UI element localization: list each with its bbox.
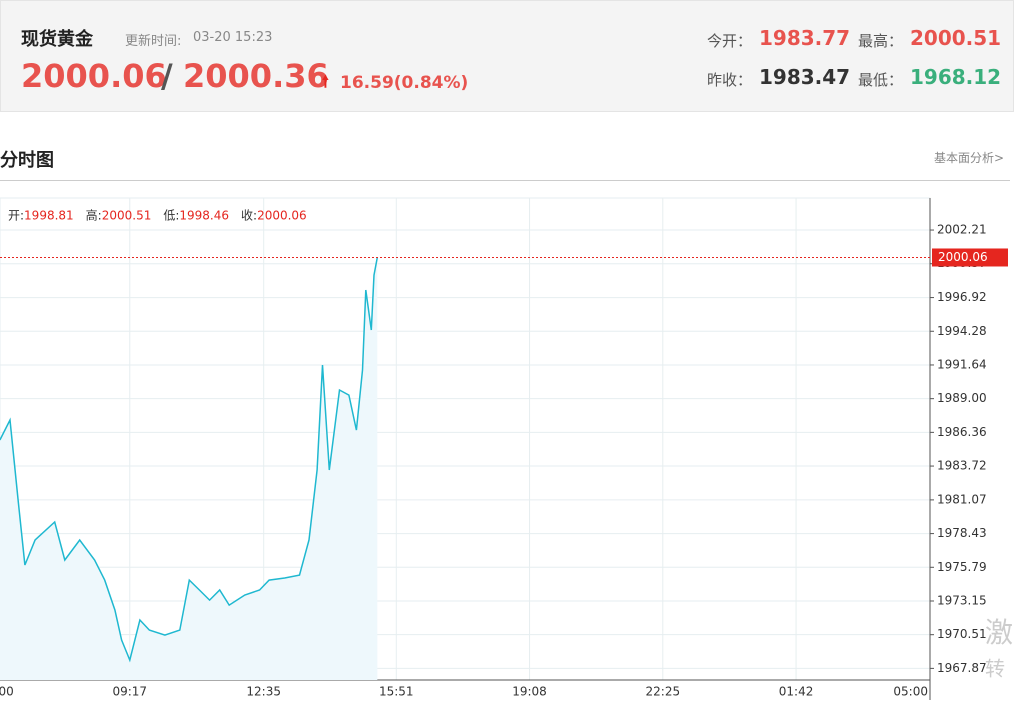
stat-value: 1968.12 — [910, 65, 1002, 89]
x-tick-label: 22:25 — [646, 685, 681, 699]
stat-label: 最高： — [858, 32, 904, 50]
x-tick-label: 15:51 — [379, 685, 414, 699]
info-value: 2000.51 — [102, 209, 152, 223]
price-tag — [932, 248, 1008, 267]
info-label: 高: — [86, 208, 102, 223]
quote-header: 现货黄金 更新时间: 03-20 15:23 2000.06 / 2000.36… — [0, 0, 1014, 112]
y-tick-label: 2002.21 — [937, 223, 987, 237]
section-link[interactable]: 基本面分析> — [934, 151, 1005, 165]
y-tick-label: 1970.51 — [937, 627, 987, 641]
y-tick-label: 1975.79 — [937, 560, 987, 574]
plot-border — [0, 197, 931, 681]
x-tick-label: 12:35 — [246, 685, 281, 699]
title: 现货黄金 — [21, 29, 93, 50]
y-tick-label: 1991.64 — [937, 357, 987, 371]
x-tick-label: 06:00 — [0, 685, 14, 699]
info-value: 2000.06 — [257, 209, 307, 223]
stat-label: 最低： — [858, 71, 904, 89]
y-tick-label: 1973.15 — [937, 593, 987, 607]
info-label: 低: — [163, 209, 179, 223]
area — [0, 257, 378, 680]
info-value: 1998.46 — [179, 209, 229, 223]
bid: 2000.06 — [21, 57, 167, 95]
stat-label: 昨收： — [707, 71, 753, 89]
info-value: 1998.81 — [24, 209, 74, 223]
change: 16.59(0.84%) — [340, 73, 469, 93]
stat-value: 1983.77 — [759, 26, 851, 50]
x-tick-label: 05:00 — [893, 685, 928, 699]
watermark: 转 — [985, 657, 1005, 681]
y-tick-label: 1989.00 — [937, 391, 987, 405]
divider — [0, 180, 1010, 181]
stat-value: 2000.51 — [910, 26, 1002, 50]
y-tick-label: 1986.36 — [937, 425, 987, 439]
separator: / — [161, 57, 173, 95]
y-tick-label: 1967.87 — [937, 661, 987, 675]
y-tick-label: 1994.28 — [937, 324, 987, 338]
stat-value: 1983.47 — [759, 65, 851, 89]
y-tick-label: 1981.07 — [937, 492, 987, 506]
info-label: 收: — [241, 209, 257, 223]
ask: 2000.36 — [183, 57, 329, 95]
y-tick-label: 1983.72 — [937, 459, 987, 473]
y-tick-label: 1978.43 — [937, 526, 987, 540]
update-label: 更新时间: — [125, 34, 182, 49]
up-arrow: 🠕 — [322, 72, 329, 91]
stat-label: 今开： — [707, 32, 753, 50]
price-tag-label: 2000.06 — [938, 250, 988, 264]
info-label: 开: — [8, 209, 24, 223]
section-title: 分时图 — [0, 150, 54, 171]
x-tick-label: 01:42 — [779, 685, 814, 699]
x-tick-label: 19:08 — [512, 685, 547, 699]
update-time: 03-20 15:23 — [193, 30, 273, 45]
price-line — [0, 257, 379, 663]
y-tick-label: 1996.92 — [937, 290, 987, 304]
x-tick-label: 09:17 — [112, 685, 147, 699]
watermark: 激 — [985, 616, 1013, 649]
